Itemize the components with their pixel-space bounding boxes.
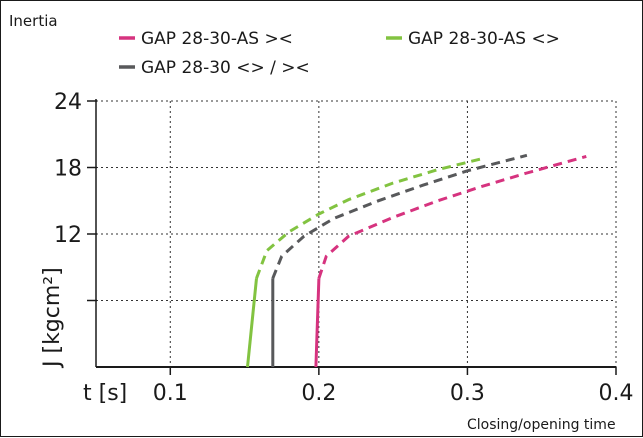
legend: GAP 28-30-AS >< GAP 28-30-AS <> GAP 28-30 …: [119, 29, 560, 78]
series-line-dashed-1: [317, 154, 587, 279]
series-line-solid-2: [246, 278, 258, 368]
series-line-dashed-3: [271, 153, 528, 279]
chart-title: Inertia: [9, 12, 58, 30]
legend-label-3: GAP 28-30 <> / ><: [141, 58, 310, 78]
x-tick-label: 0.1: [153, 381, 188, 406]
x-tick-labels: 0.1 0.2 0.3 0.4: [153, 381, 634, 406]
legend-label-1: GAP 28-30-AS ><: [141, 29, 293, 49]
y-axis-label: J [kgcm²]: [40, 267, 65, 369]
y-tick-label: 12: [54, 223, 82, 248]
x-tick-label: 0.3: [450, 381, 485, 406]
series-lines: [246, 153, 587, 368]
axes: [87, 99, 617, 375]
y-tick-labels: 12 18 24: [54, 90, 82, 248]
series-line-dashed-2: [255, 157, 483, 279]
x-tick-label: 0.2: [301, 381, 336, 406]
x-axis-label: Closing/opening time: [467, 417, 616, 433]
series-line-solid-1: [314, 278, 321, 368]
x-tick-label: 0.4: [599, 381, 634, 406]
y-tick-label: 18: [54, 157, 82, 182]
x-axis-prefix-label: t [s]: [83, 381, 127, 406]
legend-label-2: GAP 28-30-AS <>: [408, 29, 560, 49]
y-tick-label: 24: [54, 90, 82, 115]
